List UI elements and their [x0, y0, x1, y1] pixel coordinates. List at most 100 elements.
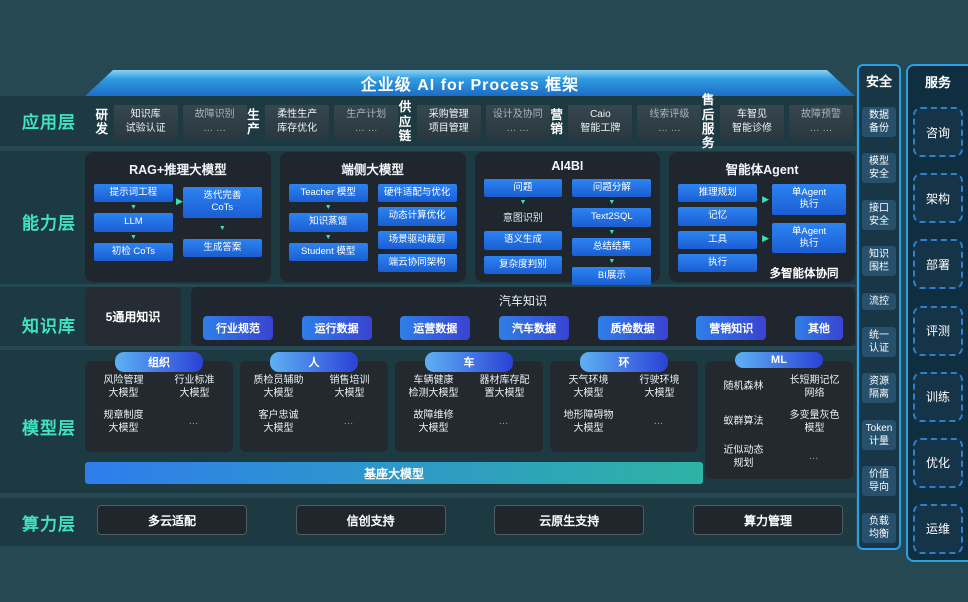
- model-item: 随机森林: [723, 381, 764, 393]
- arrow-down-icon: ▼: [129, 233, 137, 241]
- knowledge-pill: 行业规范: [203, 316, 273, 340]
- flow-node: LLM: [94, 213, 173, 232]
- model-item: 销售培训 大模型: [329, 375, 370, 399]
- knowledge-layer: 5通用知识 汽车知识 行业规范 运行数据 运营数据 汽车数据 质检数据 营销知识…: [85, 287, 855, 346]
- flow-node: 问题分解: [572, 179, 652, 198]
- model-item-more: …: [188, 416, 201, 428]
- app-group-name: 售后 服务: [701, 93, 715, 151]
- security-item: Token 计量: [862, 419, 896, 450]
- arrow-down-icon: ▼: [324, 204, 332, 212]
- app-scenario-box: 线索评级 … …: [637, 105, 702, 139]
- service-item: 训练: [913, 371, 963, 422]
- security-item: 模型 安全: [862, 153, 896, 184]
- service-item: 运维: [913, 503, 963, 554]
- label-knowledge-layer: 知识库: [22, 317, 76, 336]
- arrow-down-icon: ▼: [129, 204, 137, 212]
- panel-title: 智能体Agent: [725, 163, 799, 177]
- model-item-grid: 随机森林 长短期记忆 网络 蚁群算法 多变量灰色 模型 近似动态 规划 …: [709, 375, 849, 470]
- flow-node: Student 模型: [288, 242, 368, 262]
- model-group-ml: ML 随机森林 长短期记忆 网络 蚁群算法 多变量灰色 模型 近似动态 规划 …: [705, 352, 853, 479]
- arrow-right-icon: ▶: [762, 193, 770, 204]
- model-group-tag: ML: [735, 352, 823, 368]
- rag-flow-left: 提示词工程 ▼ LLM ▼ 初检 CoTs: [94, 184, 173, 262]
- model-group-vehicle: 车 车辆健康 检测大模型 器材库存配 置大模型 故障维修 大模型 …: [395, 352, 543, 452]
- label-model-layer: 模型层: [22, 419, 76, 438]
- app-scenario-box: 故障预警 … …: [788, 105, 853, 139]
- model-item-grid: 车辆健康 检测大模型 器材库存配 置大模型 故障维修 大模型 …: [399, 375, 539, 435]
- list-item: 记忆: [678, 207, 758, 226]
- app-scenario-box: 柔性生产 库存优化: [265, 105, 330, 139]
- app-group-rd: 研发 知识库 试验认证 故障识别 … …: [95, 105, 247, 139]
- flow-node: 生成答案: [182, 238, 262, 258]
- flow-node: Teacher 模型: [288, 184, 368, 203]
- flow-node: 总结结果: [572, 237, 652, 257]
- model-group-tag: 环: [580, 352, 668, 372]
- model-item-grid: 天气环境 大模型 行驶环境 大模型 地形障碍物 大模型 …: [554, 375, 694, 435]
- app-group-after-sales: 售后 服务 车智见 智能诊修 故障预警 … …: [701, 93, 853, 151]
- app-scenario-box: 采购管理 项目管理: [416, 105, 481, 139]
- panel-rag-reasoning: RAG+推理大模型 提示词工程 ▼ LLM ▼ 初检 CoTs 迭代完善 CoT…: [85, 152, 271, 282]
- model-item: 长短期记忆 网络: [789, 375, 840, 399]
- security-item: 流控: [862, 292, 896, 310]
- edge-flow: Teacher 模型 ▼ 知识蒸馏 ▼ Student 模型 硬件适配与优化 动…: [280, 184, 466, 277]
- compute-layer: 多云适配 信创支持 云原生支持 算力管理: [85, 505, 855, 535]
- arrow-right-icon: ▶: [762, 232, 770, 243]
- model-group-environment: 环 天气环境 大模型 行驶环境 大模型 地形障碍物 大模型 …: [550, 352, 698, 452]
- knowledge-pill: 营销知识: [696, 316, 767, 340]
- flow-node: 语义生成: [483, 231, 563, 250]
- service-item: 评测: [913, 305, 963, 356]
- ai4bi-flow-right: 问题分解 ▼ Text2SQL ▼ 总结结果 ▼ BI展示: [572, 179, 652, 286]
- flow-node: 初检 CoTs: [94, 242, 173, 262]
- panel-agent: 智能体Agent 推理规划 记忆 工具 执行 ▶ 单Agent 执行 ▶ 单Ag…: [669, 152, 855, 282]
- foundation-model-bar: 基座大模型: [85, 462, 703, 484]
- app-group-supply-chain: 供应 链 采购管理 项目管理 设计及协同 … …: [398, 100, 550, 143]
- model-group-tag: 车: [425, 352, 513, 372]
- knowledge-pill-row: 行业规范 运行数据 运营数据 汽车数据 质检数据 营销知识 其他: [203, 316, 843, 340]
- panel-title: 汽车知识: [498, 294, 547, 308]
- arrow-down-icon: ▼: [608, 258, 616, 266]
- model-group-tag: 组织: [115, 352, 203, 372]
- agent-exec-column: ▶ 单Agent 执行 ▶ 单Agent 执行 多智能体协同: [762, 184, 846, 281]
- model-item: 风险管理 大模型: [103, 375, 144, 399]
- app-group-production: 生产 柔性生产 库存优化 生产计划 … …: [247, 105, 399, 139]
- flow-node: Text2SQL: [572, 208, 652, 227]
- app-scenario-box: 车智见 智能诊修: [719, 105, 784, 139]
- agent-exec-row: ▶ 单Agent 执行: [762, 222, 846, 254]
- ai4bi-flow-left: 问题 ▼ 意图识别 语义生成 复杂度判别: [483, 179, 563, 275]
- model-item: 地形障碍物 大模型: [563, 410, 614, 434]
- arrow-down-icon: ▼: [324, 233, 332, 241]
- model-item-more: …: [498, 416, 511, 428]
- panel-edge-model: 端侧大模型 Teacher 模型 ▼ 知识蒸馏 ▼ Student 模型 硬件适…: [279, 152, 466, 282]
- arrow-down-icon: ▼: [218, 224, 226, 232]
- flow-node: 单Agent 执行: [772, 184, 846, 215]
- security-item: 负载 均衡: [862, 512, 896, 543]
- list-item: 工具: [678, 230, 758, 250]
- flow-node: 知识蒸馏: [288, 213, 368, 232]
- auto-knowledge-panel: 汽车知识 行业规范 运行数据 运营数据 汽车数据 质检数据 营销知识 其他: [191, 287, 855, 346]
- security-item: 接口 安全: [862, 199, 896, 230]
- list-item: 端云协同架构: [377, 254, 457, 273]
- service-item: 咨询: [913, 107, 963, 158]
- general-knowledge-box: 5通用知识: [85, 287, 181, 346]
- model-item: 近似动态 规划: [723, 445, 764, 469]
- model-item: 车辆健康 检测大模型: [408, 375, 459, 399]
- panel-title: RAG+推理大模型: [129, 163, 227, 177]
- security-column: 安全 数据 备份 模型 安全 接口 安全 知识 围栏 流控 统一 认证 资源 隔…: [857, 64, 901, 550]
- security-item: 价值 导向: [862, 466, 896, 497]
- model-item: 蚁群算法: [723, 416, 764, 428]
- label-capability-layer: 能力层: [22, 214, 76, 233]
- edge-flow-left: Teacher 模型 ▼ 知识蒸馏 ▼ Student 模型: [288, 184, 368, 262]
- edge-optimization-list: 硬件适配与优化 动态计算优化 场景驱动裁剪 端云协同架构: [377, 184, 457, 277]
- list-item: 动态计算优化: [377, 207, 457, 226]
- model-item: 天气环境 大模型: [568, 375, 609, 399]
- model-item: 质检员辅助 大模型: [253, 375, 304, 399]
- model-item-more: …: [808, 451, 821, 463]
- app-group-name: 研发: [95, 107, 109, 136]
- arrow-right-icon: ▶: [176, 196, 183, 206]
- flow-node: 迭代完善 CoTs: [182, 187, 262, 218]
- flow-step-text: 意图识别: [502, 213, 543, 225]
- compute-box: 信创支持: [295, 505, 446, 535]
- security-item: 知识 围栏: [862, 246, 896, 277]
- model-group-people: 人 质检员辅助 大模型 销售培训 大模型 客户忠诚 大模型 …: [240, 352, 388, 452]
- agent-flow: 推理规划 记忆 工具 执行 ▶ 单Agent 执行 ▶ 单Agent 执行 多智…: [669, 184, 855, 281]
